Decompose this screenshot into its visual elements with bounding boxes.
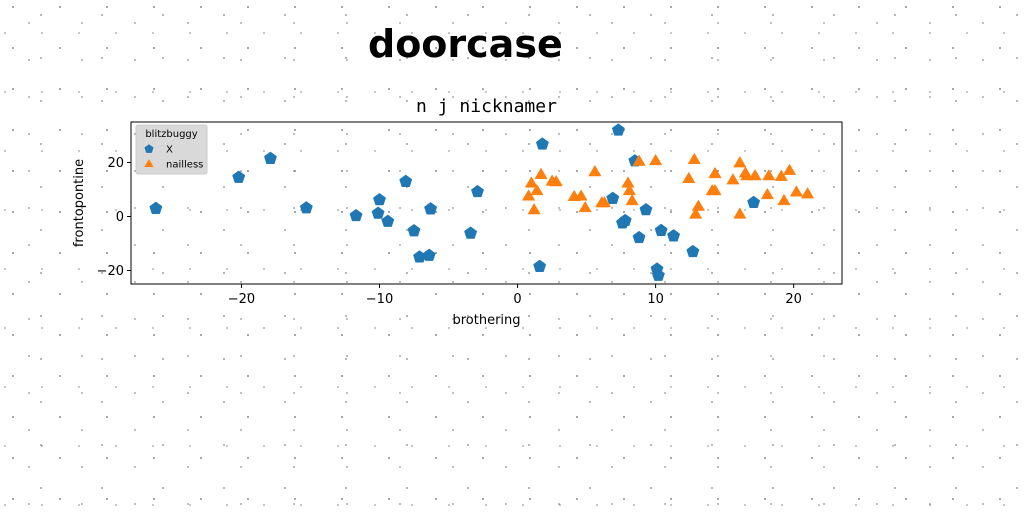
x-tick-label: −20 xyxy=(228,292,255,307)
data-point xyxy=(774,169,788,181)
x-tick-label: 10 xyxy=(647,292,664,307)
data-point xyxy=(399,174,413,187)
data-point xyxy=(611,123,625,136)
series-x xyxy=(149,123,761,281)
legend-label-nailless: nailless xyxy=(166,160,203,171)
data-point xyxy=(632,230,646,244)
data-point xyxy=(149,201,163,214)
data-point xyxy=(527,203,541,215)
data-point xyxy=(691,199,706,211)
y-tick-label: 0 xyxy=(116,210,124,225)
plot-frame xyxy=(130,121,843,285)
data-point xyxy=(588,164,602,177)
data-point xyxy=(682,171,696,183)
data-point xyxy=(760,187,775,200)
data-point xyxy=(606,191,620,204)
data-point xyxy=(422,248,436,261)
y-tick-label: −20 xyxy=(97,264,124,279)
y-tick-label: 20 xyxy=(107,156,124,171)
data-point xyxy=(625,193,639,206)
data-point xyxy=(349,208,363,222)
data-point xyxy=(733,156,747,168)
data-point xyxy=(618,213,632,227)
data-point xyxy=(232,170,246,183)
data-point xyxy=(530,183,544,196)
data-point xyxy=(381,214,395,227)
data-point xyxy=(689,207,703,219)
data-point xyxy=(726,173,740,185)
chart-axes: −20 −10 0 10 20 −20 0 20 xyxy=(97,156,802,307)
data-point xyxy=(535,137,549,150)
data-point xyxy=(299,201,313,214)
data-point xyxy=(407,223,421,237)
data-point xyxy=(748,169,762,181)
data-point xyxy=(534,167,548,179)
x-tick-label: −10 xyxy=(366,292,393,307)
data-point xyxy=(667,229,681,242)
data-point xyxy=(549,174,563,187)
data-point xyxy=(639,202,653,216)
data-point xyxy=(762,169,776,181)
data-point xyxy=(578,200,592,213)
data-point xyxy=(651,268,665,281)
data-point xyxy=(622,183,637,196)
data-point xyxy=(648,153,663,166)
data-point xyxy=(264,151,277,164)
data-point xyxy=(621,176,635,188)
data-point xyxy=(782,163,797,175)
data-point xyxy=(524,176,538,188)
data-point xyxy=(371,206,385,219)
data-point xyxy=(654,223,668,237)
data-point xyxy=(632,154,646,166)
data-point xyxy=(533,259,547,272)
x-axis-label: brothering xyxy=(452,313,520,328)
data-point xyxy=(464,226,478,239)
data-point xyxy=(747,195,761,208)
data-point xyxy=(789,185,804,197)
data-point xyxy=(708,166,722,179)
data-point xyxy=(777,193,791,206)
data-point xyxy=(687,152,701,165)
data-point xyxy=(740,169,754,181)
data-point xyxy=(595,196,609,208)
chart-marks xyxy=(149,123,815,281)
legend-label-x: X xyxy=(166,145,173,156)
x-tick-label: 20 xyxy=(785,292,802,307)
legend-title: blitzbuggy xyxy=(145,129,197,140)
x-tick-label: 0 xyxy=(513,292,521,307)
legend-marker-x xyxy=(144,144,154,153)
data-point xyxy=(800,187,815,199)
data-point xyxy=(733,207,747,219)
y-axis-label: frontopontine xyxy=(72,159,87,247)
page-title: doorcase xyxy=(368,22,563,66)
series-nailless xyxy=(521,152,815,219)
data-point xyxy=(708,183,722,196)
data-point xyxy=(686,244,700,258)
chart-title: n j nicknamer xyxy=(416,96,557,117)
legend-marker-nailless xyxy=(144,159,154,168)
data-point xyxy=(471,184,484,198)
legend-box xyxy=(135,124,208,175)
data-point xyxy=(424,202,438,215)
data-point xyxy=(574,189,588,201)
data-point xyxy=(373,192,386,206)
